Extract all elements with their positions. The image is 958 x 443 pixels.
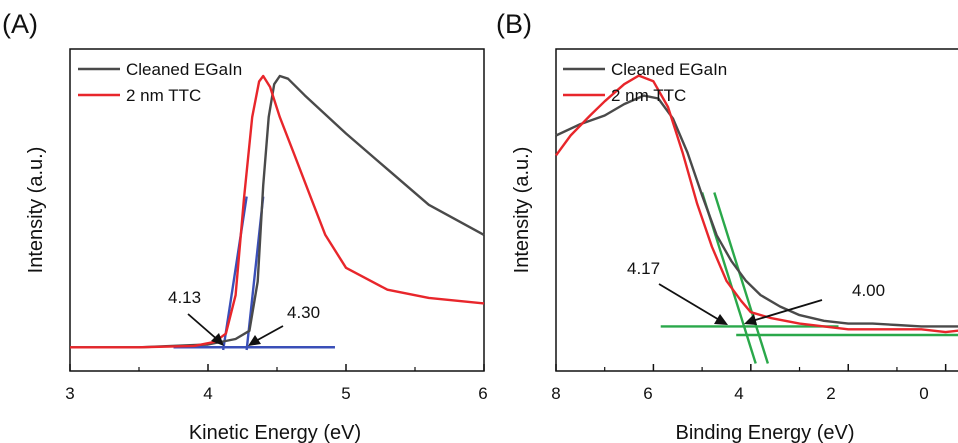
panel-a-tick-label-4: 4 xyxy=(203,384,212,403)
panel-b: (B) 8 6 4 2 0 Binding Energy (eV) Intens… xyxy=(496,9,958,443)
panel-a-legend: Cleaned EGaIn 2 nm TTC xyxy=(78,60,242,105)
panel-a-tick-label-5: 5 xyxy=(341,384,350,403)
panel-b-guide-lines xyxy=(660,192,958,364)
panel-b-legend: Cleaned EGaIn 2 nm TTC xyxy=(563,60,727,105)
panel-b-label: (B) xyxy=(496,9,532,39)
panel-b-y-axis-title: Intensity (a.u.) xyxy=(511,147,533,274)
panel-b-arrowhead-4-17 xyxy=(714,314,728,325)
panel-a-annotation-4-30: 4.30 xyxy=(287,303,320,322)
panel-b-tick-label-2: 2 xyxy=(826,384,835,403)
panel-b-tick-label-6: 6 xyxy=(643,384,652,403)
panel-b-arrow-4-00 xyxy=(751,299,823,322)
panel-b-tick-label-4: 4 xyxy=(734,384,743,403)
panel-a-series xyxy=(70,74,485,349)
panel-a-y-axis-title: Intensity (a.u.) xyxy=(25,147,47,274)
panel-a-arrow-4-13 xyxy=(187,313,220,342)
panel-b-arrowhead-4-00 xyxy=(744,314,757,325)
panel-a-x-axis-title: Kinetic Energy (eV) xyxy=(189,422,361,443)
panel-a-tick-label-3: 3 xyxy=(65,384,74,403)
panel-a-series-2-nm-ttc xyxy=(70,74,485,349)
panel-b-annotation-4-00: 4.00 xyxy=(852,281,885,300)
panel-a-annotation-4-13: 4.13 xyxy=(168,288,201,307)
panel-b-tick-label-8: 8 xyxy=(551,384,560,403)
panel-b-series-2-nm-ttc xyxy=(555,74,958,334)
panel-b-series-cleaned-egain xyxy=(555,94,958,328)
panel-b-ticks xyxy=(555,364,947,371)
panel-b-tick-labels: 8 6 4 2 0 xyxy=(551,384,928,403)
panel-a: (A) 3 4 5 6 Kinetic Energy (eV) Intensit… xyxy=(2,9,488,443)
panel-b-plot-frame xyxy=(555,48,958,372)
panel-a-series-cleaned-egain xyxy=(70,74,485,349)
panel-a-ticks xyxy=(69,364,485,371)
panel-b-arrow-4-17 xyxy=(658,283,722,322)
panel-a-tick-label-6: 6 xyxy=(478,384,487,403)
panel-a-guide-lines xyxy=(173,196,335,351)
panel-b-x-axis-title: Binding Energy (eV) xyxy=(676,422,855,443)
panel-a-legend-label-cleaned: Cleaned EGaIn xyxy=(126,60,242,79)
panel-a-arrow-4-30 xyxy=(253,325,284,343)
panel-b-legend-label-ttc: 2 nm TTC xyxy=(611,86,686,105)
panel-a-label: (A) xyxy=(2,9,38,39)
panel-a-arrowhead-4-30 xyxy=(248,335,261,346)
panel-b-tick-label-0: 0 xyxy=(919,384,928,403)
panel-a-legend-label-ttc: 2 nm TTC xyxy=(126,86,201,105)
panel-b-series xyxy=(555,74,958,334)
panel-b-annotations: 4.17 4.00 xyxy=(627,259,885,325)
panel-a-arrowhead-4-13 xyxy=(211,333,224,346)
panel-b-guide-line-2 xyxy=(713,192,770,364)
panel-a-tick-labels: 3 4 5 6 xyxy=(65,384,487,403)
panel-b-legend-label-cleaned: Cleaned EGaIn xyxy=(611,60,727,79)
panel-a-annotations: 4.13 4.30 xyxy=(168,288,320,346)
panel-b-annotation-4-17: 4.17 xyxy=(627,259,660,278)
